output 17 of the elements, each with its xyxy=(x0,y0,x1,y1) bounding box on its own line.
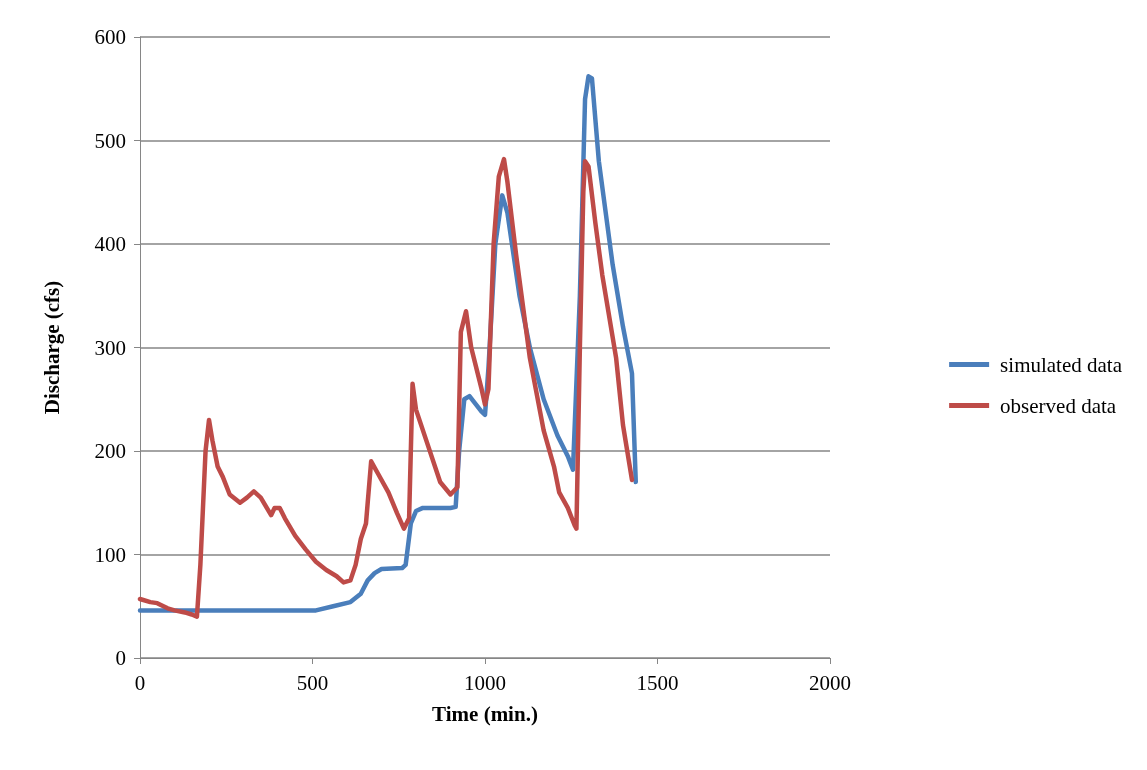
x-axis-title: Time (min.) xyxy=(432,701,538,726)
y-axis-title: Discharge (cfs) xyxy=(39,280,64,415)
x-tick-label: 0 xyxy=(134,670,146,695)
x-tick-label: 2000 xyxy=(809,670,851,695)
y-tick-label: 400 xyxy=(94,232,126,256)
x-tick-label: 1500 xyxy=(636,670,679,695)
x-tick-label: 1000 xyxy=(464,670,506,695)
y-tick-label: 300 xyxy=(94,335,126,360)
y-tick-label: 500 xyxy=(94,128,126,153)
y-tick-label: 600 xyxy=(94,25,126,49)
y-tick-label: 200 xyxy=(94,439,126,463)
y-tick-label: 100 xyxy=(94,542,126,567)
legend-label: simulated data xyxy=(1000,352,1123,377)
line-series xyxy=(137,156,635,619)
x-tick-label: 500 xyxy=(296,670,329,695)
y-tick-label: 0 xyxy=(115,646,126,670)
legend-label: observed data xyxy=(1000,393,1117,418)
